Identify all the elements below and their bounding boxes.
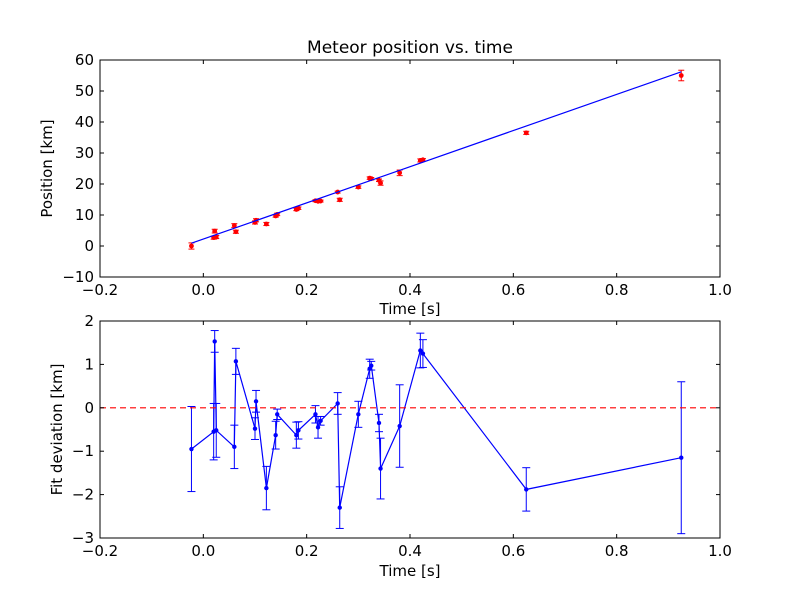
deviation-plot: −0.2 0.0 0.2 0.4 0.6 0.8 1.0 −3 −2 −1 0 1 2 Time [s]… (48, 312, 732, 580)
deviation-point (337, 505, 342, 510)
deviation-point (264, 485, 269, 491)
position-point (212, 228, 218, 234)
position-point (378, 180, 383, 186)
position-plot-ytick-label: 20 (75, 175, 94, 193)
position-point (189, 243, 194, 249)
position-point (296, 205, 301, 211)
position-plot-marks (188, 69, 685, 250)
position-point (337, 197, 343, 203)
deviation-point (369, 363, 374, 368)
position-plot-xtick-label: 0.6 (501, 281, 525, 299)
deviation-plot-xlabel: Time [s] (379, 562, 441, 580)
deviation-point (233, 359, 239, 364)
deviation-point (318, 418, 323, 424)
deviation-plot-ytick-label: 2 (84, 312, 94, 330)
deviation-point (294, 432, 299, 438)
deviation-point (189, 446, 194, 452)
position-point (233, 229, 239, 235)
position-plot-ticks: −0.2 0.0 0.2 0.4 0.6 0.8 1.0 −10 0 10 20 30 40 50 60 (62, 51, 732, 299)
position-point (263, 221, 269, 227)
deviation-plot-marks (100, 330, 720, 535)
deviation-point (420, 351, 426, 356)
deviation-point (253, 399, 259, 404)
position-plot-ytick-label: 40 (75, 113, 94, 131)
deviation-point (378, 466, 383, 471)
deviation-point (313, 412, 318, 417)
position-point (355, 184, 361, 190)
position-plot-ytick-label: 60 (75, 51, 94, 69)
position-plot-xtick-label: 0.0 (191, 281, 215, 299)
deviation-plot-xtick-label: 1.0 (708, 542, 732, 560)
deviation-plot-ytick-label: 1 (84, 355, 94, 373)
position-plot-xtick-label: 1.0 (708, 281, 732, 299)
deviation-point (296, 428, 301, 433)
position-point (523, 130, 529, 136)
deviation-point (356, 412, 361, 417)
deviation-plot-xtick-label: 0.0 (191, 542, 215, 560)
deviation-plot-ytick-label: −2 (72, 486, 94, 504)
position-plot-title: Meteor position vs. time (307, 38, 513, 58)
fit-line (191, 71, 682, 244)
deviation-plot-xtick-label: −0.2 (82, 542, 118, 560)
position-plot-ytick-label: 50 (75, 82, 94, 100)
deviation-plot-xtick-label: 0.6 (501, 542, 525, 560)
position-point (231, 223, 237, 228)
deviation-plot-ytick-label: −1 (72, 442, 94, 460)
deviation-plot-xtick-label: 0.4 (398, 542, 422, 560)
position-plot-xtick-label: 0.8 (605, 281, 629, 299)
deviation-point (397, 423, 402, 429)
position-point (318, 198, 324, 204)
position-plot-xtick-label: 0.4 (398, 281, 422, 299)
position-point (397, 170, 403, 176)
position-plot-ytick-label: −10 (62, 268, 94, 286)
position-plot-ytick-label: 0 (84, 237, 94, 255)
deviation-plot-ytick-label: 0 (84, 399, 94, 417)
deviation-point (275, 412, 280, 417)
deviation-plot-ticks: −0.2 0.0 0.2 0.4 0.6 0.8 1.0 −3 −2 −1 0 1 2 (72, 312, 732, 560)
deviation-point (524, 487, 529, 492)
deviation-point (232, 444, 237, 450)
position-plot-xlabel: Time [s] (379, 300, 441, 318)
position-plot-ytick-label: 10 (75, 206, 94, 224)
deviation-line (191, 341, 682, 508)
deviation-point (418, 348, 423, 353)
position-plot-ylabel: Position [km] (38, 119, 56, 217)
deviation-plot-ylabel: Fit deviation [km] (48, 364, 66, 496)
position-point (678, 73, 684, 78)
deviation-point (212, 339, 217, 344)
deviation-point (335, 401, 340, 406)
position-plot-xtick-label: −0.2 (82, 281, 118, 299)
position-plot-xtick-label: 0.2 (295, 281, 319, 299)
deviation-point (315, 425, 321, 430)
deviation-point (252, 426, 258, 431)
deviation-plot-xtick-label: 0.2 (295, 542, 319, 560)
position-plot-ytick-label: 30 (75, 144, 94, 162)
deviation-point (679, 455, 684, 460)
deviation-point (214, 428, 219, 433)
position-point (213, 234, 219, 240)
deviation-plot-ytick-label: −3 (72, 529, 94, 547)
deviation-point (376, 420, 382, 426)
deviation-plot-xtick-label: 0.8 (605, 542, 629, 560)
deviation-point (273, 432, 278, 438)
position-point (420, 157, 426, 163)
position-plot: Meteor position vs. time −0.2 0.0 0.2 0.4 0.… (38, 38, 732, 318)
